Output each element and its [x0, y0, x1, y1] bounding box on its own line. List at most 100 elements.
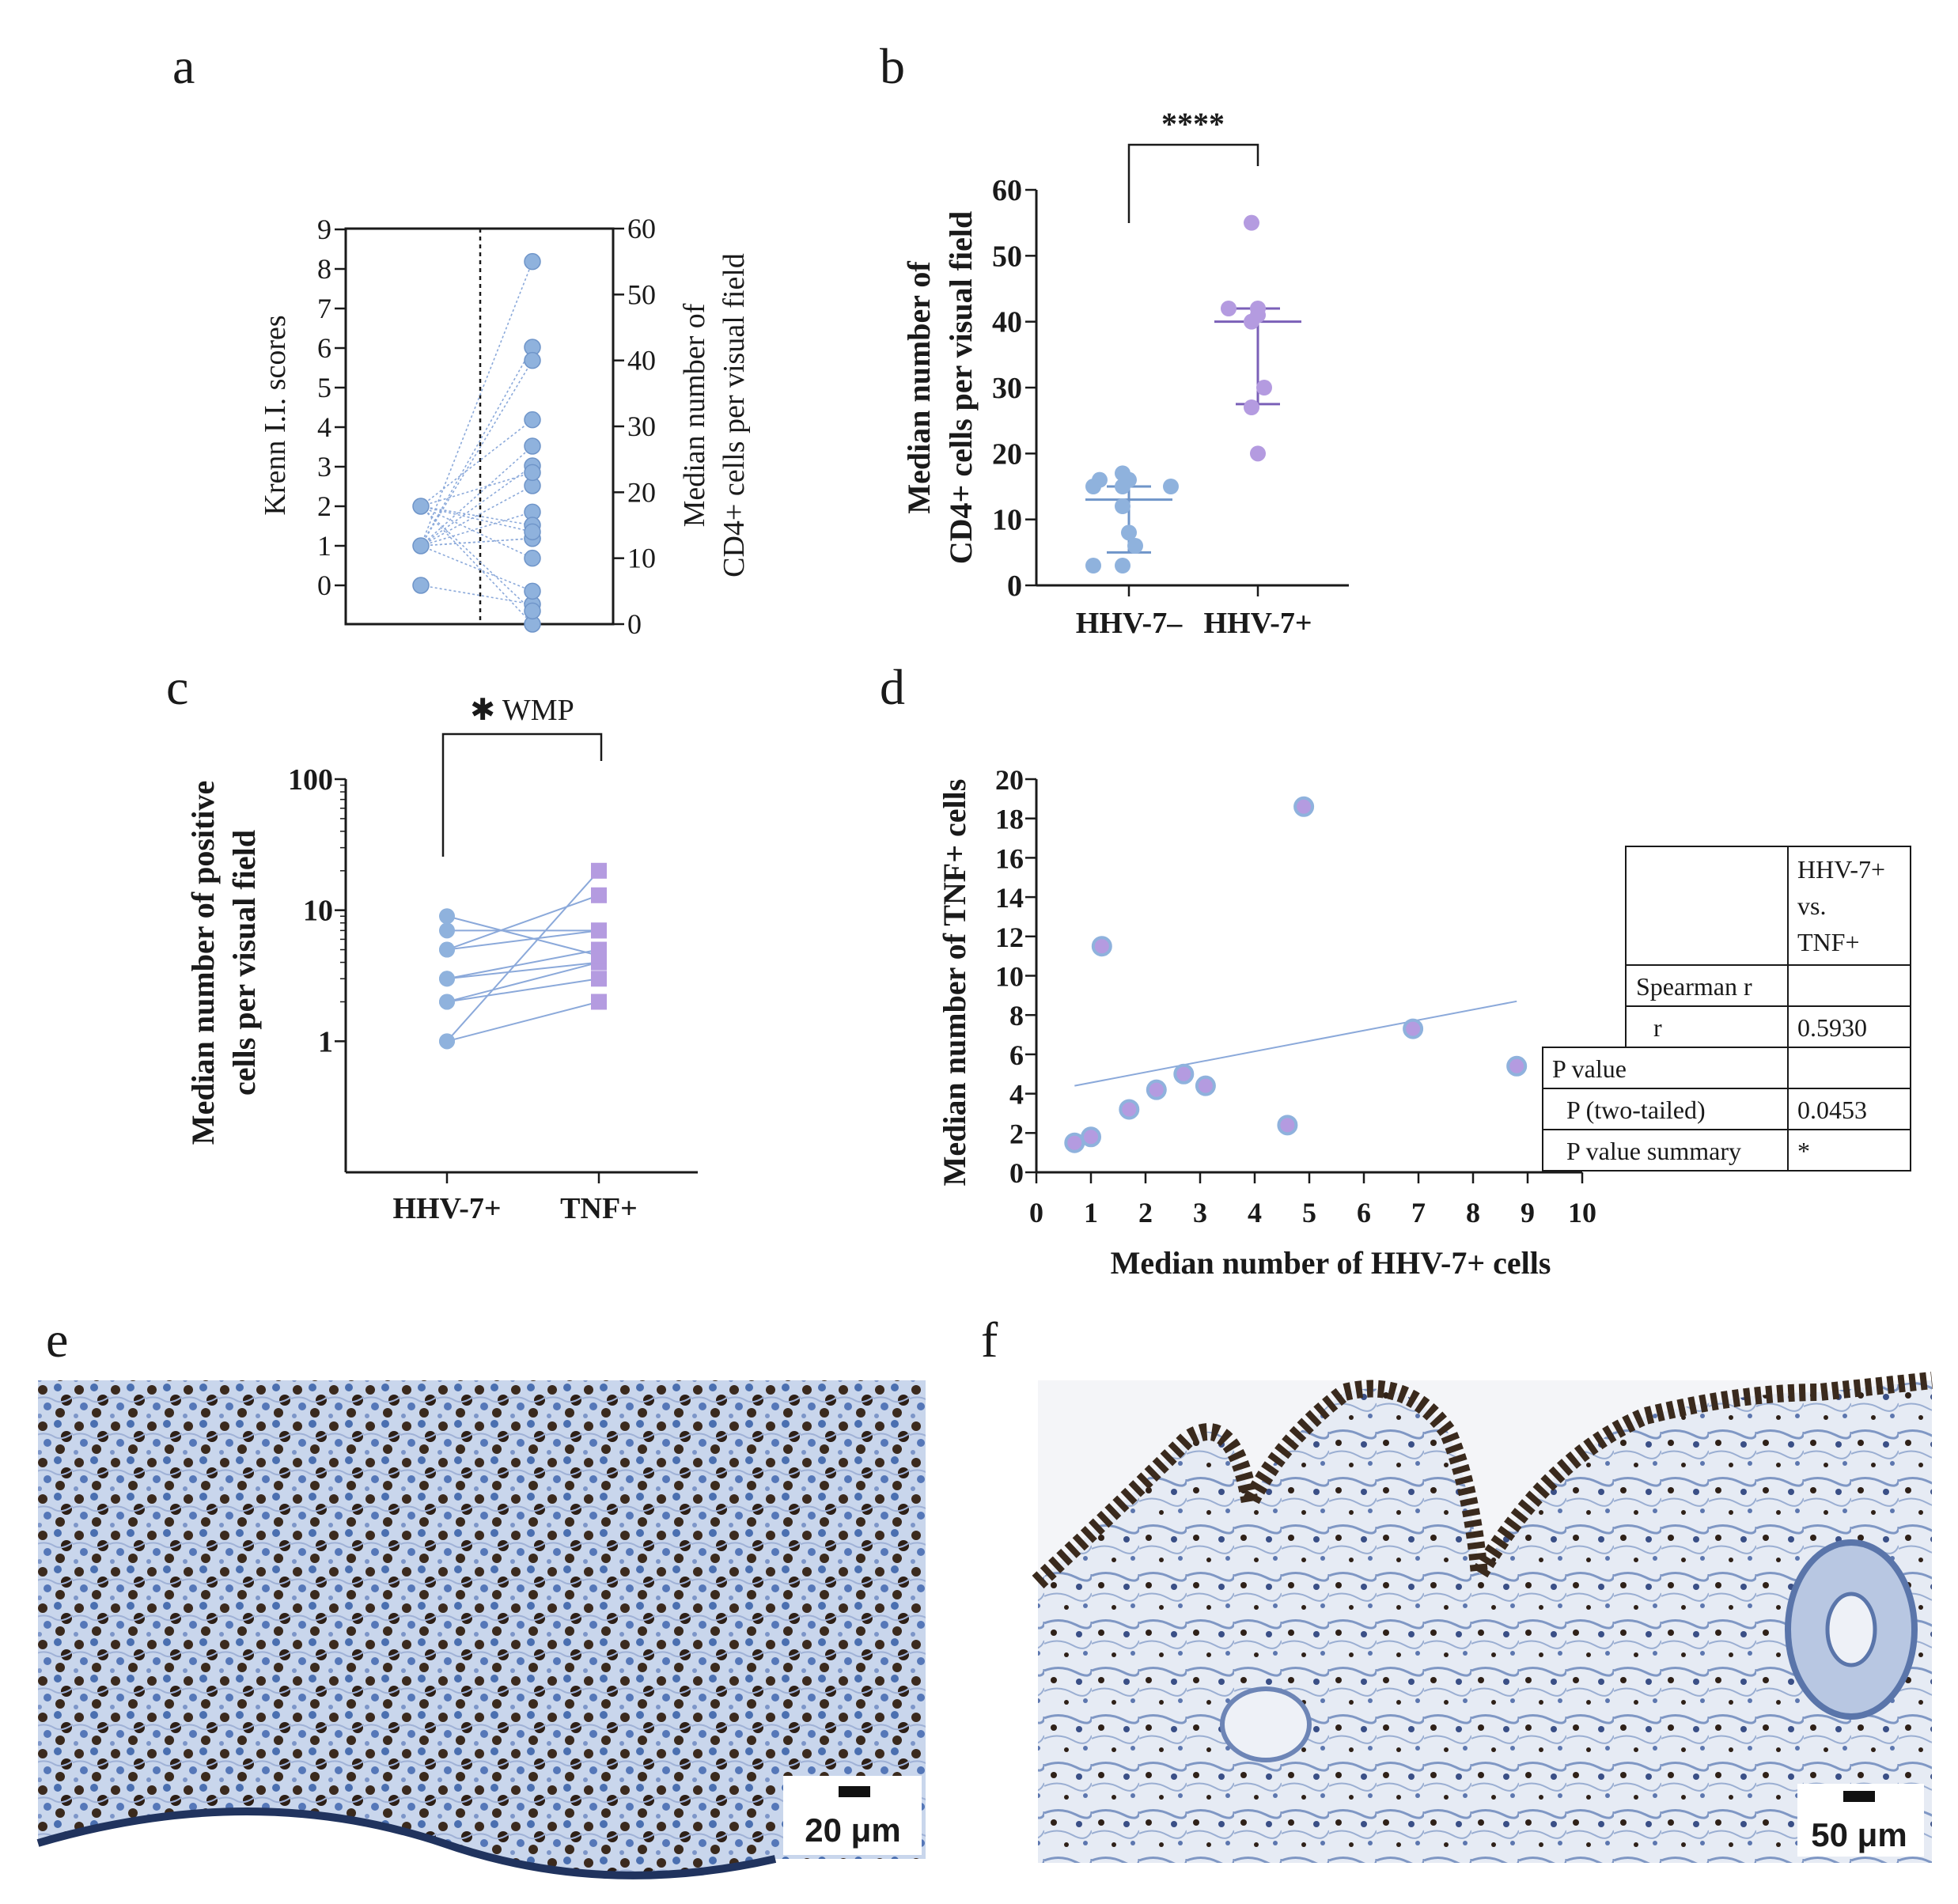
- panel-d-y-label: Median number of TNF+ cells: [937, 779, 972, 1187]
- panel-d-x-ticks: 0 1 2 3 4 5 6 7 8 9 10: [1029, 1172, 1596, 1228]
- panel-d-y-tick-label: 0: [1009, 1157, 1024, 1189]
- panel-c-significance-bracket: [441, 732, 603, 857]
- panel-c-pair-line: [446, 929, 600, 951]
- panel-a-cd4-point: [524, 549, 541, 567]
- panel-a-left-axis: 0 1 2 3 4 5 6 7 8 9: [317, 214, 346, 601]
- panel-d-point: [1064, 1132, 1085, 1153]
- panel-d-point: [1293, 796, 1315, 817]
- panel-c-points: [439, 862, 607, 1050]
- panel-c-pair-line: [446, 1001, 600, 1043]
- panel-a-left-axis-label: Krenn I.I. scores: [259, 315, 292, 515]
- panel-c-pair-line: [446, 961, 600, 1003]
- stats-table-row-label: r: [1653, 1013, 1662, 1042]
- panel-c-pair-line: [446, 870, 600, 1042]
- panel-b-point: [1244, 399, 1259, 415]
- panel-d-point: [1403, 1018, 1424, 1039]
- panel-a-left-tick-label: 0: [317, 570, 331, 601]
- panel-b-significance-bracket: [1127, 143, 1259, 223]
- panel-b-point: [1221, 301, 1237, 316]
- panel-c-pair-line: [446, 948, 600, 980]
- stats-table-header-line3: TNF+: [1797, 928, 1860, 956]
- panel-a-connector: [420, 261, 533, 547]
- micrograph-f-vessel: [1825, 1592, 1877, 1667]
- panel-a-cd4-point: [524, 351, 541, 369]
- panel-a-connector: [420, 445, 533, 547]
- panel-c-tnf-point: [591, 922, 607, 939]
- panel-a-left-tick-label: 4: [317, 411, 331, 443]
- panel-d-points: [1064, 796, 1528, 1153]
- scale-bar-f: [1843, 1791, 1875, 1802]
- panel-a-connector: [420, 505, 533, 533]
- panel-d-point: [1195, 1075, 1216, 1096]
- panel-a-krenn-point: [412, 537, 430, 555]
- panel-a-krenn-point: [412, 498, 430, 515]
- panel-a-right-tick-label: 30: [627, 411, 656, 442]
- panel-b-x-tick-label: HHV-7+: [1203, 607, 1312, 640]
- panel-d-point: [1146, 1079, 1167, 1100]
- panel-d-point: [1119, 1099, 1140, 1120]
- panel-c-x-tick-label: TNF+: [560, 1192, 638, 1225]
- panel-a-left-tick-label: 7: [317, 293, 331, 324]
- panel-d-y-tick-label: 10: [995, 961, 1024, 993]
- panel-b-y-tick-label: 0: [1007, 570, 1022, 603]
- panel-c-y-label-line1: Median number of positive: [185, 781, 221, 1145]
- panel-d-x-tick-label: 7: [1411, 1197, 1426, 1228]
- panel-d-x-tick-label: 6: [1357, 1197, 1371, 1228]
- panel-d-regression-line: [1074, 1000, 1517, 1087]
- panel-a-connector: [420, 360, 533, 547]
- panel-c-hhv7-point: [439, 1033, 455, 1050]
- panel-a-right-tick-label: 40: [627, 345, 656, 377]
- panel-c-tnf-point: [591, 887, 607, 903]
- stats-table-row-value: *: [1797, 1137, 1810, 1165]
- panel-c-pair-lines: [446, 870, 600, 1043]
- panel-a-connector: [420, 465, 533, 547]
- panel-c-y-label-line2: cells per visual field: [226, 830, 262, 1096]
- scale-bar-e-label: 20 μm: [805, 1811, 900, 1849]
- panel-b-points: [1085, 214, 1272, 573]
- panel-b-chart: 0 10 20 30 40 50 60 HHV-7– HHV-7+ **** Median n…: [901, 106, 1349, 640]
- panel-d-y-tick-label: 12: [995, 922, 1024, 953]
- panel-a-left-tick-label: 3: [317, 451, 331, 483]
- panel-a-left-tick-label: 5: [317, 372, 331, 403]
- panel-a-points: [412, 252, 541, 633]
- panel-b-y-label-line1: Median number of: [901, 261, 937, 514]
- panel-a-connecting-lines: [420, 261, 533, 625]
- panel-d-y-tick-label: 20: [995, 764, 1024, 796]
- panel-c-y-tick-label: 1: [318, 1025, 333, 1058]
- panel-f-micrograph: 50 μm: [1032, 1372, 1933, 1863]
- panel-a-connector: [420, 505, 533, 625]
- panel-c-significance-label: ✱ WMP: [470, 694, 574, 727]
- panel-a-right-tick-label: 60: [627, 213, 656, 244]
- panel-c-pair-line: [446, 915, 600, 957]
- panel-c-x-ticks: HHV-7+ TNF+: [392, 1172, 638, 1225]
- panel-a-right-axis-label-line1: Median number of: [678, 303, 711, 527]
- panel-b-y-tick-label: 50: [992, 240, 1022, 273]
- stats-table-row-value: 0.5930: [1797, 1013, 1867, 1042]
- panel-c-tnf-point: [591, 948, 607, 964]
- panel-b-y-tick-label: 10: [992, 504, 1022, 537]
- scale-bar-f-label: 50 μm: [1811, 1816, 1907, 1853]
- panel-a-connector: [420, 537, 533, 547]
- panel-b-y-tick-label: 20: [992, 437, 1022, 471]
- panel-b-point: [1115, 498, 1130, 514]
- panel-a-right-tick-label: 10: [627, 543, 656, 574]
- panel-d-y-tick-label: 4: [1009, 1079, 1024, 1111]
- panel-a-right-axis: 0 10 20 30 40 50 60: [613, 213, 656, 640]
- panel-d-x-tick-label: 1: [1084, 1197, 1098, 1228]
- panel-b-median-iqr: [1085, 307, 1301, 554]
- panel-a-connector: [420, 545, 533, 592]
- panel-b-y-tick-label: 40: [992, 306, 1022, 339]
- panel-c-y-tick-label: 100: [288, 763, 333, 797]
- panel-letter-a: a: [172, 38, 195, 94]
- panel-a-cd4-point: [524, 252, 541, 271]
- panel-c-tnf-point: [591, 994, 607, 1010]
- panel-d-x-tick-label: 2: [1138, 1197, 1153, 1228]
- panel-a-cd4-point: [524, 411, 541, 429]
- panel-d-x-tick-label: 3: [1193, 1197, 1207, 1228]
- panel-d-y-tick-label: 16: [995, 842, 1024, 874]
- panel-a-left-tick-label: 1: [317, 530, 331, 562]
- panel-b-point: [1115, 558, 1130, 573]
- panel-d-trend-line: [1074, 1000, 1517, 1087]
- panel-b-point: [1250, 307, 1266, 324]
- stats-table-row-label: P (two-tailed): [1566, 1096, 1706, 1124]
